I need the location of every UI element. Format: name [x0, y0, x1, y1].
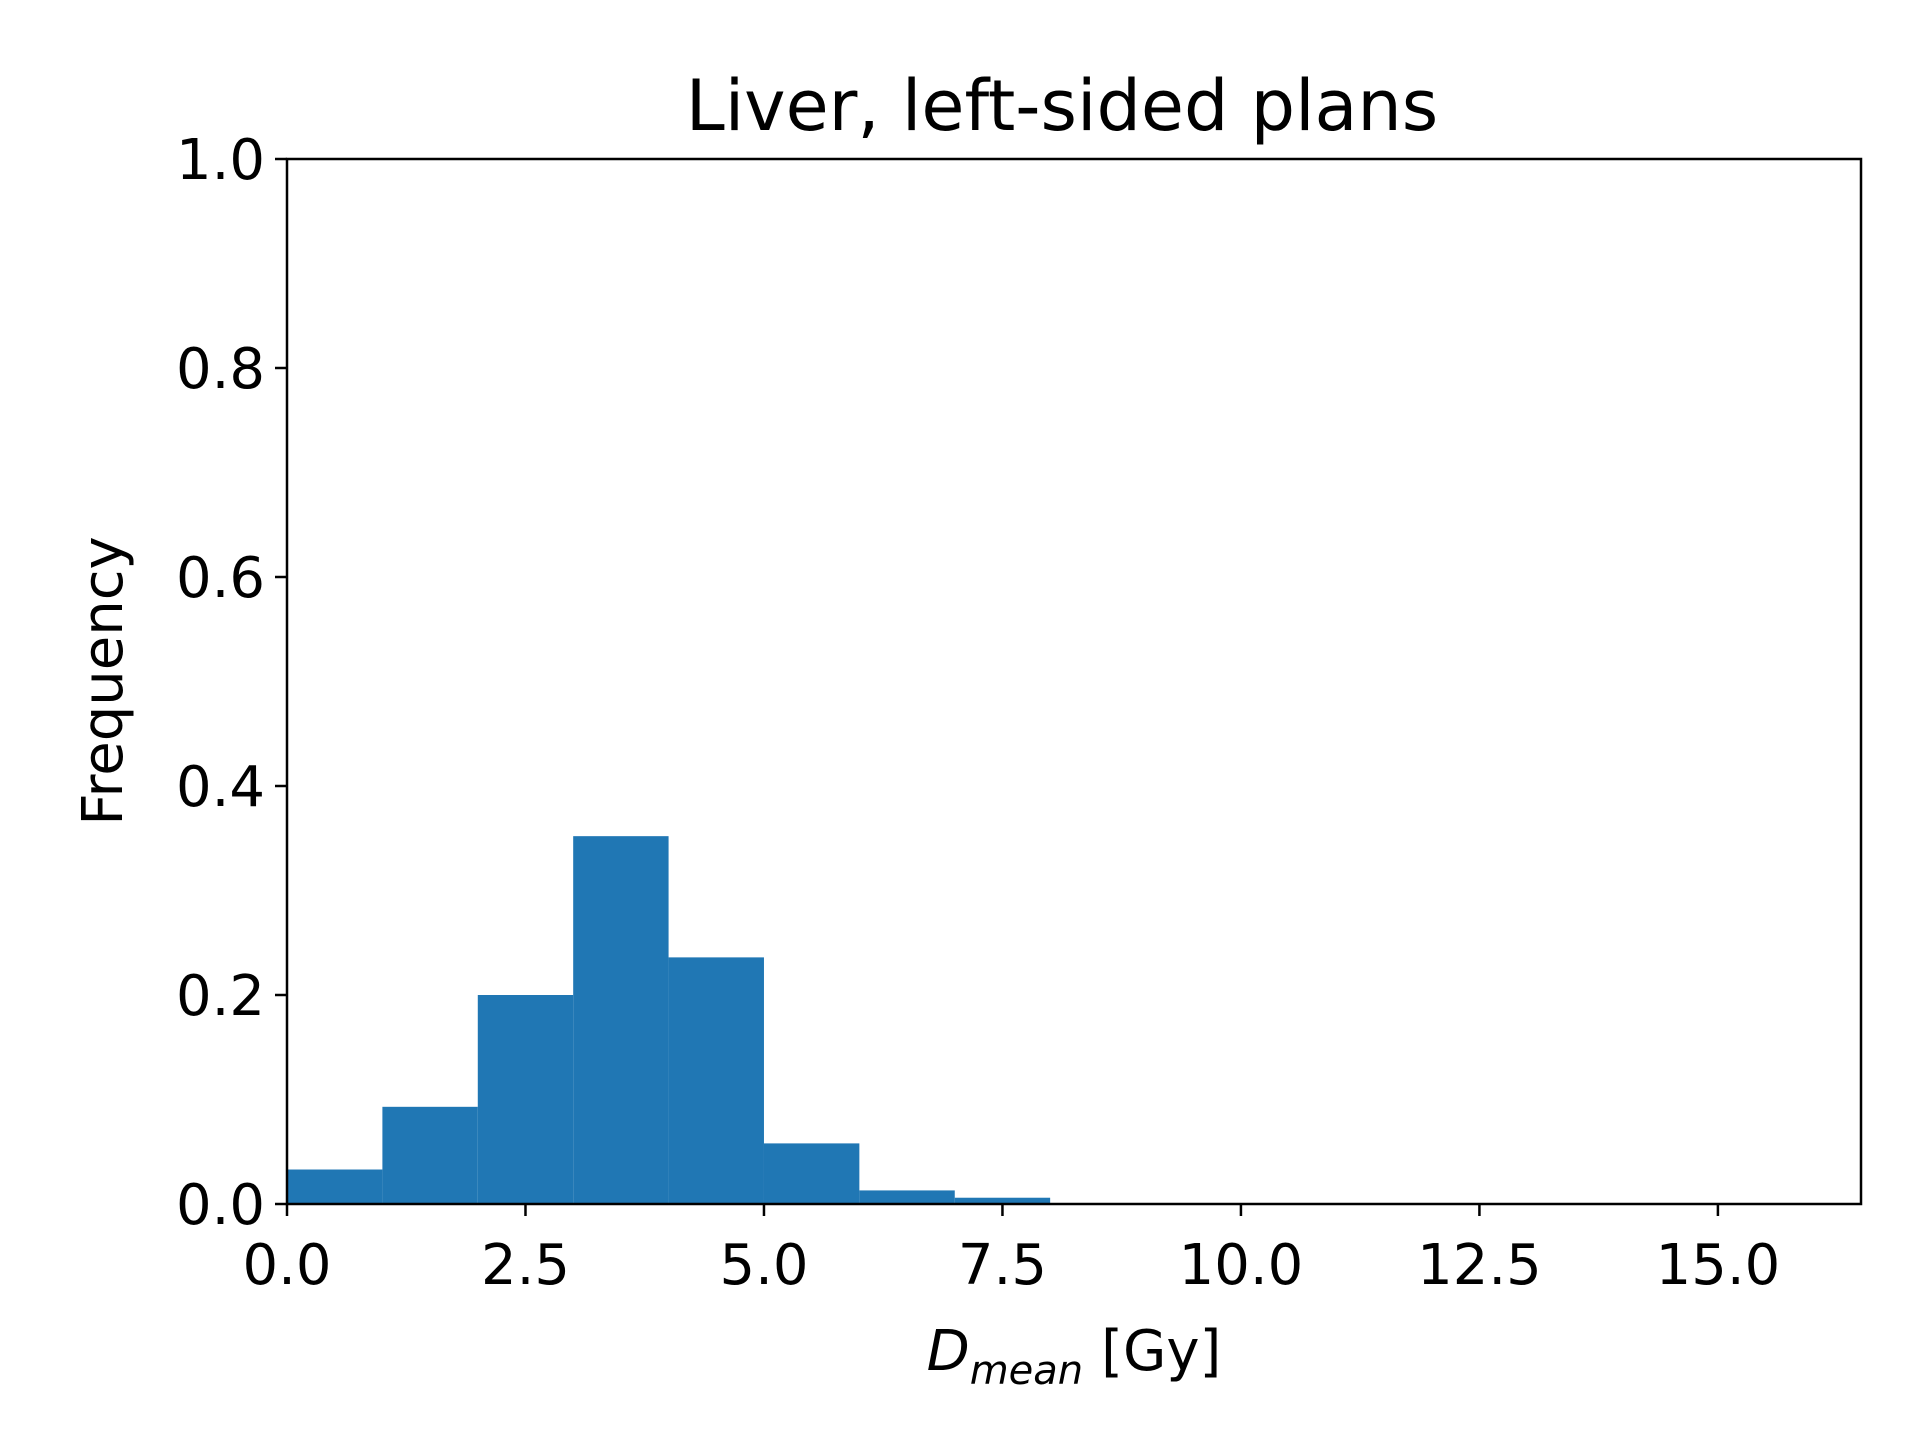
y-tick-label-3: 0.6	[176, 546, 265, 611]
y-axis-label: Frequency	[71, 536, 136, 825]
y-tick-label-4: 0.8	[176, 337, 265, 402]
x-tick-label-3: 7.5	[958, 1233, 1047, 1298]
y-tick-label-1: 0.2	[176, 964, 265, 1029]
histogram-bar-4	[668, 957, 764, 1204]
histogram-bar-0	[287, 1169, 383, 1204]
histogram-bar-7	[954, 1197, 1051, 1204]
y-tick-label-2: 0.4	[176, 755, 265, 820]
histogram-bars	[287, 836, 1051, 1204]
x-axis-label-subscript: mean	[970, 1348, 1083, 1394]
histogram-bar-1	[382, 1106, 478, 1204]
y-axis-ticks: 0.0 0.2 0.4 0.6 0.8 1.0	[176, 128, 287, 1238]
y-tick-label-0: 0.0	[176, 1173, 265, 1238]
histogram-bar-3	[573, 836, 669, 1204]
y-tick-label-5: 1.0	[176, 128, 265, 193]
x-axis-label-unit: [Gy]	[1101, 1319, 1221, 1384]
x-tick-label-0: 0.0	[242, 1233, 331, 1298]
x-axis-ticks: 0.0 2.5 5.0 7.5 10.0 12.5 15.0	[242, 1204, 1780, 1298]
histogram-bar-5	[763, 1143, 860, 1204]
x-tick-label-2: 5.0	[719, 1233, 808, 1298]
x-tick-label-1: 2.5	[481, 1233, 570, 1298]
x-axis-label: Dmean [Gy]	[927, 1319, 1222, 1394]
x-tick-label-5: 12.5	[1417, 1233, 1542, 1298]
histogram-bar-6	[859, 1190, 955, 1204]
chart-title: Liver, left-sided plans	[686, 65, 1439, 147]
x-tick-label-6: 15.0	[1656, 1233, 1781, 1298]
x-tick-label-4: 10.0	[1179, 1233, 1304, 1298]
plot-frame	[285, 157, 1863, 1206]
histogram-bar-2	[477, 995, 574, 1204]
x-axis-label-symbol: D	[927, 1319, 970, 1384]
